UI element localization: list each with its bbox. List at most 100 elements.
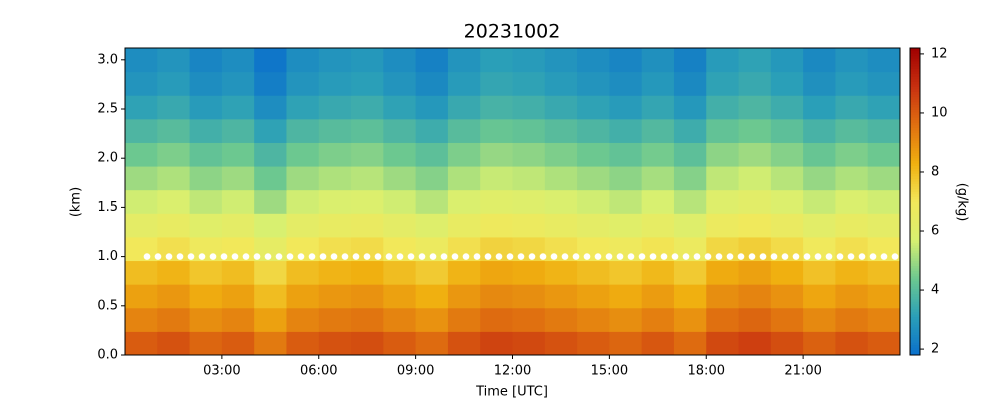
heatmap-cell: [383, 48, 417, 73]
heatmap-cell: [770, 118, 804, 143]
colorbar-segment: [910, 158, 920, 162]
colorbar-segment: [910, 227, 920, 231]
heatmap-cell: [254, 118, 287, 143]
heatmap-cell: [641, 95, 675, 120]
marker-dot: [429, 253, 437, 260]
heatmap-cell: [221, 284, 255, 309]
heatmap-cell: [609, 307, 643, 332]
heatmap-cell: [480, 260, 513, 285]
heatmap-cell: [318, 213, 352, 238]
heatmap-cell: [189, 236, 223, 262]
heatmap-cell: [867, 48, 901, 73]
heatmap-cell: [125, 260, 158, 285]
heatmap-cell: [286, 260, 320, 285]
colorbar-segment: [910, 339, 920, 343]
colorbar-segment: [910, 186, 920, 190]
heatmap-cell: [673, 166, 707, 191]
marker-dot: [154, 253, 162, 260]
marker-dot: [242, 253, 250, 260]
heatmap-cell: [770, 260, 804, 285]
marker-dot: [506, 253, 514, 260]
colorbar-segment: [910, 114, 920, 118]
heatmap-cell: [447, 331, 481, 356]
marker-dot: [682, 253, 690, 260]
heatmap-cell: [447, 48, 481, 73]
heatmap-cell: [867, 284, 901, 309]
heatmap-cell: [770, 71, 804, 96]
heatmap-cell: [351, 260, 384, 285]
colorbar-segment: [910, 285, 920, 289]
colorbar-segment: [910, 224, 920, 228]
colorbar-segment: [910, 280, 920, 284]
heatmap-cell: [577, 118, 610, 143]
heatmap-cell: [415, 260, 449, 285]
heatmap-cell: [738, 142, 772, 167]
colorbar-segment: [910, 298, 920, 302]
heatmap-cell: [544, 71, 578, 96]
heatmap-cell: [286, 71, 320, 96]
marker-dot: [352, 253, 360, 260]
y-tick-label: 1.0: [97, 249, 118, 264]
heatmap-cell: [480, 189, 513, 214]
heatmap-cell: [512, 307, 546, 332]
heatmap-cell: [254, 331, 287, 356]
heatmap-cell: [351, 213, 384, 238]
heatmap-cell: [480, 118, 513, 143]
colorbar-segment: [910, 291, 920, 295]
colorbar-segment: [910, 268, 920, 272]
marker-dot: [737, 253, 745, 260]
colorbar-segment: [910, 73, 920, 77]
heatmap-cell: [512, 142, 546, 167]
marker-dot: [209, 253, 217, 260]
heatmap-cell: [706, 260, 740, 285]
colorbar-segment: [910, 65, 920, 69]
heatmap-cell: [512, 95, 546, 120]
heatmap-cell: [673, 260, 707, 285]
heatmap-cell: [157, 307, 191, 332]
colorbar-segment: [910, 273, 920, 277]
heatmap-cell: [803, 166, 836, 191]
x-tick-label: 09:00: [397, 364, 434, 379]
heatmap-cell: [512, 118, 546, 143]
heatmap-cell: [673, 236, 707, 262]
colorbar-segment: [910, 293, 920, 297]
colorbar-segment: [910, 99, 920, 103]
colorbar-segment: [910, 260, 920, 264]
heatmap-cell: [221, 331, 255, 356]
colorbar-segment: [910, 96, 920, 100]
heatmap-cell: [189, 95, 223, 120]
heatmap-cell: [415, 189, 449, 214]
colorbar-segment: [910, 168, 920, 172]
heatmap-cell: [641, 118, 675, 143]
colorbar-segment: [910, 250, 920, 254]
heatmap-cell: [835, 213, 869, 238]
marker-dot: [616, 253, 624, 260]
marker-dot: [693, 253, 701, 260]
heatmap-cell: [609, 284, 643, 309]
heatmap-cell: [609, 48, 643, 73]
colorbar-segment: [910, 88, 920, 92]
colorbar-segment: [910, 109, 920, 113]
heatmap-cell: [221, 142, 255, 167]
heatmap-cell: [157, 331, 191, 356]
heatmap-cell: [609, 142, 643, 167]
marker-dot: [341, 253, 349, 260]
colorbar-segment: [910, 252, 920, 256]
colorbar-segment: [910, 50, 920, 54]
heatmap-cell: [221, 307, 255, 332]
colorbar-segment: [910, 196, 920, 200]
y-tick-label: 3.0: [97, 52, 118, 67]
colorbar-segment: [910, 58, 920, 62]
heatmap-cell: [641, 307, 675, 332]
marker-dot: [869, 253, 877, 260]
heatmap-cell: [189, 118, 223, 143]
colorbar-segment: [910, 206, 920, 210]
marker-dot: [726, 253, 734, 260]
heatmap-cell: [738, 284, 772, 309]
heatmap-cell: [447, 307, 481, 332]
colorbar-segment: [910, 91, 920, 95]
heatmap-cell: [383, 71, 417, 96]
colorbar-segment: [910, 234, 920, 238]
colorbar-segment: [910, 173, 920, 177]
heatmap-cell: [447, 189, 481, 214]
